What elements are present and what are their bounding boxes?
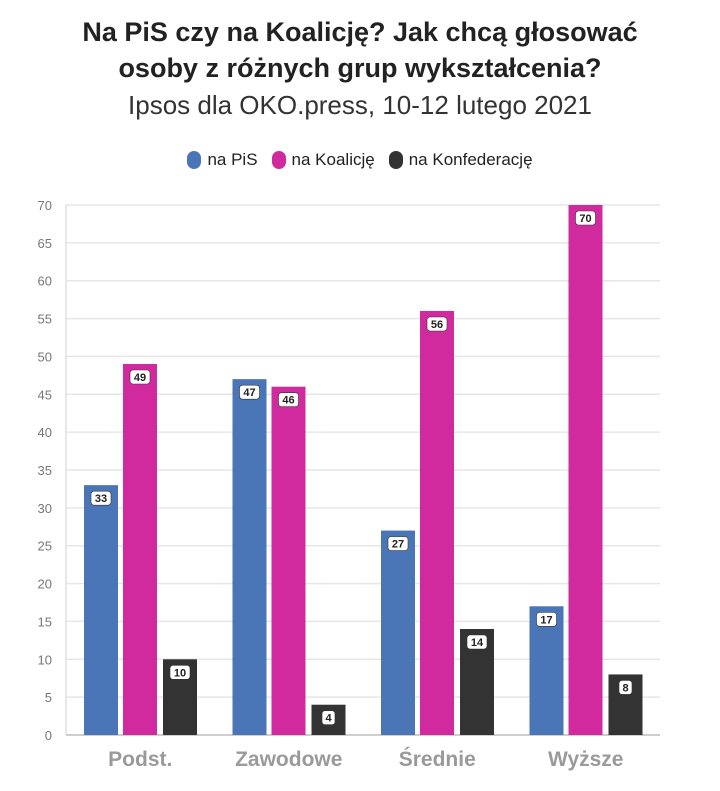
data-label-konfederacja-0: 10 [174,667,186,679]
y-tick-label-10: 10 [38,652,52,667]
bar-koalicja-2 [420,311,454,735]
data-label-konfederacja-1: 4 [325,713,332,725]
legend-swatch-koalicja [271,151,286,169]
legend: na PiS na Koalicję na Konfederację [0,150,720,170]
legend-item-pis[interactable]: na PiS [187,150,258,170]
data-label-koalicja-3: 70 [579,213,591,225]
data-label-bg-konfederacja-3 [618,680,633,695]
legend-label-pis: na PiS [207,150,258,169]
legend-label-konfederacja: na Konfederację [408,150,533,169]
chart-title-line-2: osoby z różnych grup wykształcenia? [118,53,602,83]
y-tick-label-25: 25 [38,539,52,554]
legend-item-konfederacja[interactable]: na Konfederację [388,150,533,170]
data-label-pis-3: 17 [540,614,552,626]
y-tick-label-40: 40 [38,425,52,440]
data-label-bg-koalicja-2 [426,316,448,332]
y-tick-label-55: 55 [38,312,52,327]
bar-pis-2 [381,530,415,735]
data-label-bg-koalicja-3 [575,210,596,226]
data-label-konfederacja-2: 14 [471,637,484,649]
x-tick-label-3: Wyższe [548,748,623,771]
data-label-koalicja-2: 56 [431,319,443,331]
data-label-bg-pis-0 [90,490,112,506]
bar-koalicja-3 [568,205,603,735]
chart-subtitle: Ipsos dla OKO.press, 10-12 lutego 2021 [128,90,592,120]
y-tick-label-5: 5 [45,690,52,705]
y-tick-label-35: 35 [38,463,52,478]
chart-header: Na PiS czy na Koalicję? Jak chcą głosowa… [0,14,720,122]
data-label-koalicja-0: 49 [134,372,146,384]
data-label-bg-pis-3 [536,611,557,627]
y-tick-label-60: 60 [38,274,52,289]
data-label-konfederacja-3: 8 [622,682,628,694]
bar-koalicja-1 [271,386,306,735]
legend-swatch-pis [187,151,202,169]
data-label-bg-konfederacja-0 [169,664,191,680]
y-tick-label-45: 45 [38,387,52,402]
legend-label-koalicja: na Koalicję [291,150,375,169]
data-label-pis-1: 47 [243,387,255,399]
x-tick-label-2: Średnie [399,747,476,771]
data-label-bg-pis-2 [387,536,409,551]
bar-pis-3 [529,606,564,735]
data-label-pis-0: 33 [95,493,107,505]
bar-koalicja-0 [123,364,157,735]
bar-pis-1 [232,379,267,735]
y-tick-label-15: 15 [38,614,52,629]
data-label-bg-koalicja-1 [278,392,299,408]
data-label-bg-pis-1 [239,384,260,400]
data-label-bg-konfederacja-1 [321,710,336,726]
data-label-bg-koalicja-0 [129,369,151,385]
y-tick-label-30: 30 [38,501,52,516]
y-tick-label-0: 0 [45,728,52,743]
y-tick-label-50: 50 [38,349,52,364]
data-label-koalicja-1: 46 [282,395,294,407]
bar-pis-0 [84,485,118,735]
y-tick-label-70: 70 [38,198,52,213]
data-label-bg-konfederacja-2 [466,634,488,650]
y-tick-label-20: 20 [38,577,52,592]
legend-swatch-konfederacja [388,151,403,169]
x-tick-label-0: Podst. [108,748,172,771]
data-label-pis-2: 27 [392,539,404,551]
x-tick-label-1: Zawodowe [235,748,342,771]
chart-title-line-1: Na PiS czy na Koalicję? Jak chcą głosowa… [82,17,638,47]
y-tick-label-65: 65 [38,236,52,251]
legend-item-koalicja[interactable]: na Koalicję [271,150,375,170]
